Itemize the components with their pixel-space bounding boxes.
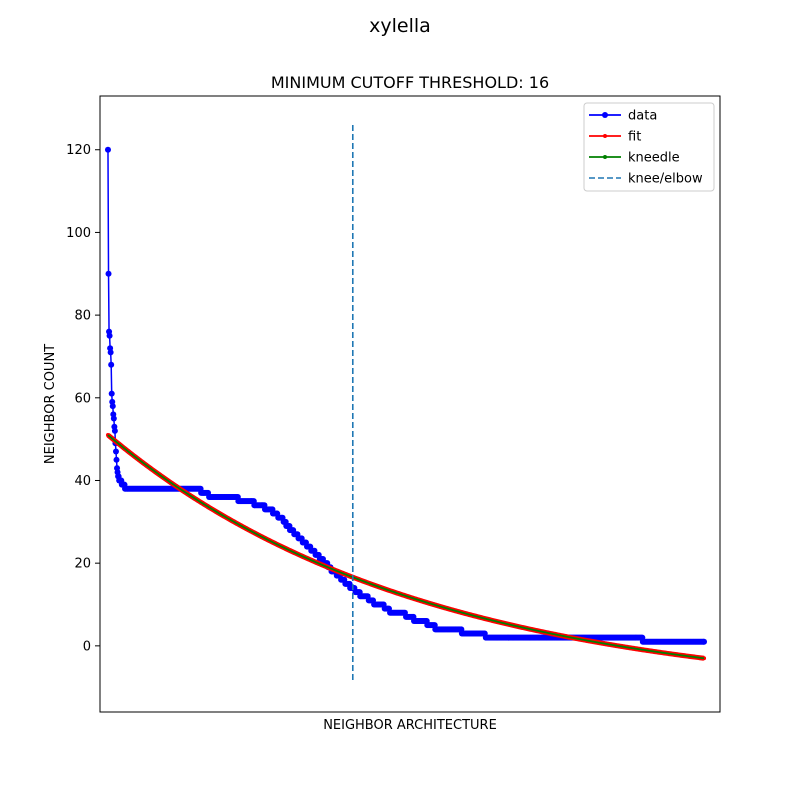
data-point [108, 390, 115, 397]
legend-entry-knee-elbow: knee/elbow [589, 172, 703, 187]
legend-entry-fit: fit [589, 130, 641, 145]
data-point [104, 146, 111, 153]
x-axis-label: NEIGHBOR ARCHITECTURE [323, 718, 497, 733]
y-tick-label: 100 [66, 226, 91, 241]
data-point [701, 638, 708, 645]
plot-frame [99, 95, 721, 713]
legend-label: knee/elbow [628, 172, 703, 187]
y-axis: 0 20 40 60 80 100 120 [66, 143, 100, 654]
kneedle-series-line [107, 434, 705, 660]
figure-title: xylella [369, 15, 431, 37]
y-tick-label: 40 [74, 474, 91, 489]
legend-swatch-marker [603, 155, 607, 159]
data-point [106, 332, 113, 339]
legend-swatch-marker [603, 134, 607, 138]
plot-area [99, 95, 721, 713]
legend-entry-kneedle: kneedle [589, 151, 680, 166]
data-point [109, 403, 116, 410]
data-point [105, 270, 112, 277]
legend-label: data [628, 109, 657, 124]
legend-entry-data: data [589, 109, 657, 124]
y-tick-label: 80 [74, 309, 91, 324]
data-point [113, 456, 120, 463]
data-point [111, 427, 118, 434]
series-layer [104, 124, 708, 684]
y-tick-label: 60 [74, 391, 91, 406]
y-tick-label: 0 [83, 639, 91, 654]
plot-background [100, 96, 720, 712]
data-point [108, 361, 115, 368]
legend-label: fit [628, 130, 641, 145]
legend: data fit kneedle knee/elbow [583, 102, 715, 192]
data-point [107, 349, 114, 356]
legend-swatch-marker [602, 112, 608, 118]
y-tick-label: 120 [66, 143, 91, 158]
chart-title: MINIMUM CUTOFF THRESHOLD: 16 [271, 73, 549, 92]
y-tick-label: 20 [74, 557, 91, 572]
y-axis-label: NEIGHBOR COUNT [43, 344, 58, 464]
data-point [112, 448, 119, 455]
data-point [110, 415, 117, 422]
legend-box [583, 102, 715, 192]
legend-label: kneedle [628, 151, 680, 166]
